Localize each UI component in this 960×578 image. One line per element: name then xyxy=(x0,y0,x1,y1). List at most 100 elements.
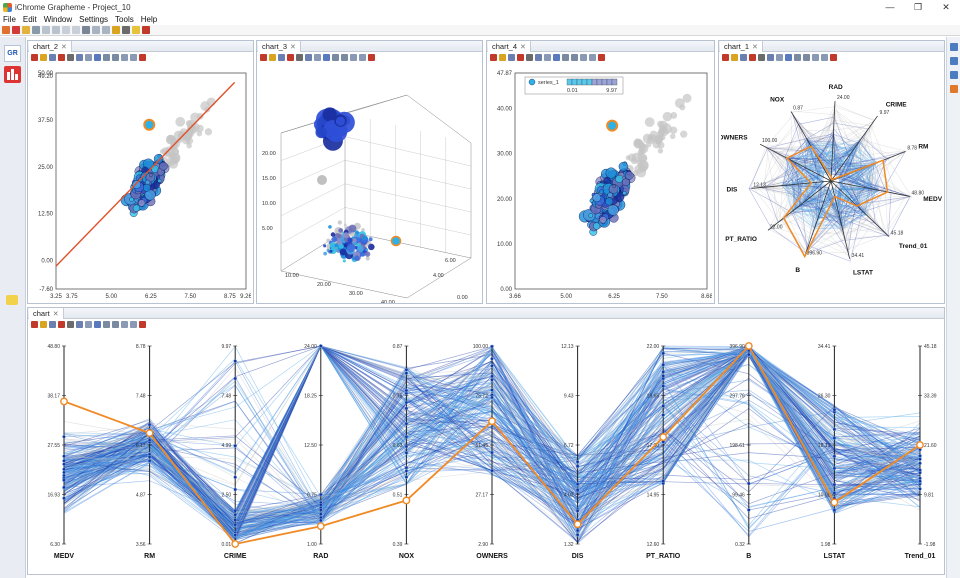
chart-tool-icon[interactable] xyxy=(103,53,110,61)
chart-tool-icon[interactable] xyxy=(785,53,792,61)
side-view-icon-3[interactable] xyxy=(949,71,958,79)
chart-tool-icon[interactable] xyxy=(526,53,533,61)
tab-close-icon[interactable]: ✕ xyxy=(290,43,296,51)
chart-tool-icon[interactable] xyxy=(580,53,587,61)
menu-window[interactable]: Window xyxy=(43,15,73,24)
chart-tool-icon[interactable] xyxy=(58,320,65,328)
side-view-icon-4[interactable] xyxy=(949,85,958,93)
chart-tool-icon[interactable] xyxy=(121,320,128,328)
chart-tool-icon[interactable] xyxy=(76,320,83,328)
tab-chart-1[interactable]: chart_1 ✕ xyxy=(720,41,763,52)
chart-tool-icon[interactable] xyxy=(103,320,110,328)
chart-tool-icon[interactable] xyxy=(812,53,819,61)
chart-tool-icon[interactable] xyxy=(598,53,605,61)
menu-tools[interactable]: Tools xyxy=(115,15,134,24)
tab-close-icon[interactable]: ✕ xyxy=(752,43,758,51)
chart-tool-icon[interactable] xyxy=(296,53,303,61)
parallel-coordinates-chart[interactable]: 48.80 38.17 27.55 16.93 6.30 MEDV 8.78 7.48 6.17… xyxy=(30,330,942,574)
chart-tool-icon[interactable] xyxy=(776,53,783,61)
chart-tool-icon[interactable] xyxy=(305,53,312,61)
chart-tool-icon[interactable] xyxy=(535,53,542,61)
redo-icon[interactable] xyxy=(72,26,80,34)
chart-tool-icon[interactable] xyxy=(40,53,47,61)
chart-tool-icon[interactable] xyxy=(94,53,101,61)
chart-tool-icon[interactable] xyxy=(553,53,560,61)
tab-chart-3[interactable]: chart_3 ✕ xyxy=(258,41,301,52)
chart-tool-icon[interactable] xyxy=(67,320,74,328)
chart-tool-icon[interactable] xyxy=(130,53,137,61)
cut-icon[interactable] xyxy=(82,26,90,34)
chart-tool-icon[interactable] xyxy=(758,53,765,61)
chart-tool-icon[interactable] xyxy=(85,53,92,61)
dropdown-icon[interactable] xyxy=(122,26,130,34)
chart-tool-icon[interactable] xyxy=(139,320,146,328)
close-button[interactable]: ✕ xyxy=(942,1,950,12)
new-chart-alt-icon[interactable] xyxy=(12,26,20,34)
tab-close-icon[interactable]: ✕ xyxy=(61,43,67,51)
tab-chart[interactable]: chart ✕ xyxy=(29,308,64,319)
chart-tool-icon[interactable] xyxy=(269,53,276,61)
chart-tool-icon[interactable] xyxy=(821,53,828,61)
chart-tool-icon[interactable] xyxy=(49,320,56,328)
chart-tool-icon[interactable] xyxy=(31,320,38,328)
chart-tool-icon[interactable] xyxy=(368,53,375,61)
minimize-button[interactable]: — xyxy=(885,2,895,12)
chart-tool-icon[interactable] xyxy=(571,53,578,61)
bulb-icon[interactable] xyxy=(132,26,140,34)
chart-tool-icon[interactable] xyxy=(314,53,321,61)
chart-tool-icon[interactable] xyxy=(544,53,551,61)
chart-tool-icon[interactable] xyxy=(731,53,738,61)
chart-tool-icon[interactable] xyxy=(31,53,38,61)
tab-chart-4[interactable]: chart_4 ✕ xyxy=(488,41,531,52)
grapheme-gr-icon[interactable]: GR xyxy=(4,45,21,62)
copy-icon[interactable] xyxy=(92,26,100,34)
tab-chart-2[interactable]: chart_2 ✕ xyxy=(29,41,72,52)
chart-tool-icon[interactable] xyxy=(359,53,366,61)
menu-help[interactable]: Help xyxy=(140,15,158,24)
menu-edit[interactable]: Edit xyxy=(22,15,37,24)
chart-tool-icon[interactable] xyxy=(722,53,729,61)
chart-tool-icon[interactable] xyxy=(508,53,515,61)
chart-tool-icon[interactable] xyxy=(112,53,119,61)
chart-tool-icon[interactable] xyxy=(830,53,837,61)
chart-tool-icon[interactable] xyxy=(749,53,756,61)
chart-tool-icon[interactable] xyxy=(121,53,128,61)
chart-tool-icon[interactable] xyxy=(130,320,137,328)
side-view-icon-2[interactable] xyxy=(949,57,958,65)
chart-tool-icon[interactable] xyxy=(94,320,101,328)
chart-tool-icon[interactable] xyxy=(490,53,497,61)
chart-tool-icon[interactable] xyxy=(76,53,83,61)
chart-tool-icon[interactable] xyxy=(332,53,339,61)
settings-icon[interactable] xyxy=(142,26,150,34)
chart-tool-icon[interactable] xyxy=(794,53,801,61)
print-icon[interactable] xyxy=(52,26,60,34)
chart-tool-icon[interactable] xyxy=(740,53,747,61)
paste-icon[interactable] xyxy=(102,26,110,34)
chart-tool-icon[interactable] xyxy=(287,53,294,61)
chart-tool-icon[interactable] xyxy=(803,53,810,61)
chart-tool-icon[interactable] xyxy=(40,320,47,328)
chart-tool-icon[interactable] xyxy=(589,53,596,61)
chart-tool-icon[interactable] xyxy=(278,53,285,61)
chart-tool-icon[interactable] xyxy=(139,53,146,61)
open-folder-icon[interactable] xyxy=(22,26,30,34)
chart-tool-icon[interactable] xyxy=(67,53,74,61)
save-all-icon[interactable] xyxy=(42,26,50,34)
chart-tool-icon[interactable] xyxy=(58,53,65,61)
chart-tool-icon[interactable] xyxy=(85,320,92,328)
chart-tool-icon[interactable] xyxy=(323,53,330,61)
new-chart-icon[interactable] xyxy=(2,26,10,34)
scatter-3d-chart-3[interactable]: 20.00 15.00 10.00 5.00 10.00 20.00 30.00 40.00 4… xyxy=(259,63,480,306)
chart-tool-icon[interactable] xyxy=(350,53,357,61)
chart-tool-icon[interactable] xyxy=(562,53,569,61)
chart-tool-icon[interactable] xyxy=(517,53,524,61)
chart-tool-icon[interactable] xyxy=(499,53,506,61)
chart-tool-icon[interactable] xyxy=(49,53,56,61)
tab-close-icon[interactable]: ✕ xyxy=(520,43,526,51)
scatter-plot-chart-4[interactable]: 47.87 40.00 30.00 20.00 10.00 0.003.66 5.00 6.2… xyxy=(489,63,714,303)
chart-type-icon[interactable] xyxy=(112,26,120,34)
chart-tool-icon[interactable] xyxy=(260,53,267,61)
save-icon[interactable] xyxy=(32,26,40,34)
